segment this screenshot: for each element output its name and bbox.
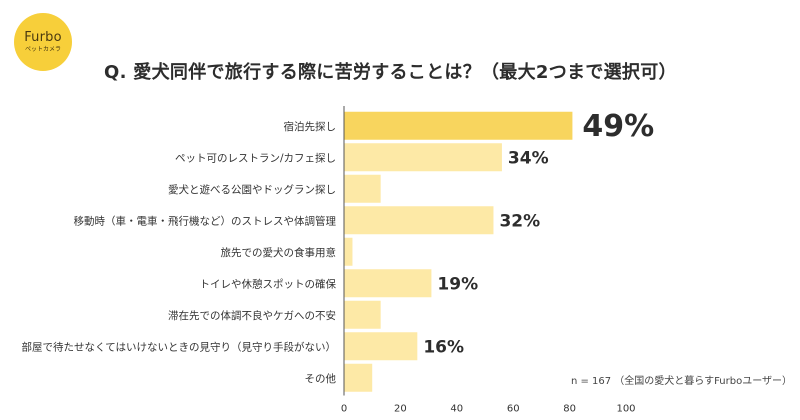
furbo-logo: Furbo ペットカメラ <box>14 13 72 71</box>
bar <box>344 174 381 203</box>
logo-name: Furbo <box>24 29 62 45</box>
data-label: 34% <box>508 148 549 168</box>
bar <box>344 237 353 266</box>
category-label: 部屋で待たせなくてはいけないときの見守り（見守り手段がない） <box>22 340 336 353</box>
category-label: 滞在先での体調不良やケガへの不安 <box>168 309 336 322</box>
bar <box>344 363 373 392</box>
data-label: 19% <box>437 274 478 294</box>
x-tick-label: 40 <box>450 404 463 415</box>
x-tick-label: 100 <box>616 404 635 415</box>
logo-subtitle: ペットカメラ <box>24 45 61 53</box>
bar <box>344 269 432 298</box>
x-tick-label: 20 <box>394 404 407 415</box>
category-label: 愛犬と遊べる公園やドッグラン探し <box>168 183 336 196</box>
bar <box>344 111 573 140</box>
category-label: 旅先での愛犬の食事用意 <box>221 246 337 259</box>
x-tick-label: 0 <box>341 404 347 415</box>
sample-note: n = 167 （全国の愛犬と暮らすFurboユーザー） <box>570 376 792 387</box>
bar <box>344 143 502 172</box>
data-label: 49% <box>582 109 654 144</box>
bar <box>344 206 494 235</box>
x-tick-label: 60 <box>507 404 520 415</box>
chart-title: Q. 愛犬同伴で旅行する際に苦労することは？（最大2つまで選択可） <box>104 62 677 83</box>
category-label: その他 <box>305 372 337 385</box>
category-label: ペット可のレストラン/カフェ探し <box>175 151 336 164</box>
bar <box>344 332 418 361</box>
data-label: 32% <box>499 211 540 231</box>
bar <box>344 300 381 329</box>
category-label: 宿泊先探し <box>284 120 337 133</box>
category-label: 移動時（車・電車・飛行機など）のストレスや体調管理 <box>74 214 337 227</box>
data-label: 16% <box>423 337 464 357</box>
category-label: トイレや休憩スポットの確保 <box>200 277 337 290</box>
x-tick-label: 80 <box>563 404 576 415</box>
